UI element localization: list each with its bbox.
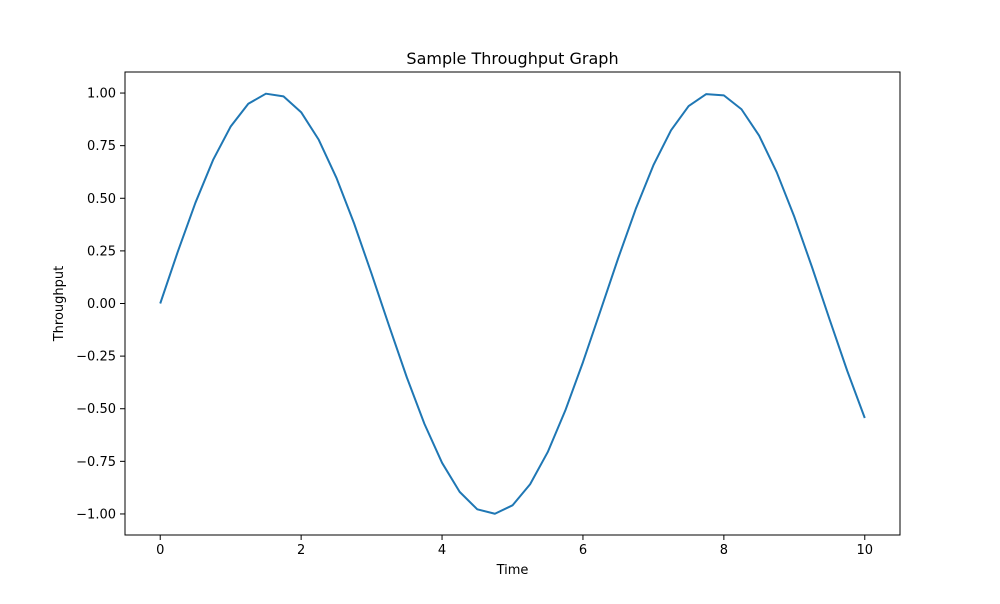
- y-tick-label: −0.50: [76, 402, 116, 417]
- y-axis-label: Throughput: [52, 266, 67, 343]
- chart-title: Sample Throughput Graph: [406, 49, 618, 68]
- x-tick-label: 6: [579, 543, 587, 558]
- axis-ticks: 0 2 4 6 8 10 −1.00 −0.75 −0.50 −0.25 0.00 0.25 0.50 0…: [76, 87, 873, 558]
- y-tick-label: 0.75: [87, 139, 116, 154]
- x-tick-label: 0: [156, 543, 164, 558]
- y-tick-label: 0.00: [87, 297, 116, 312]
- x-tick-label: 10: [856, 543, 873, 558]
- plot-frame: [124, 71, 901, 536]
- x-tick-label: 2: [297, 543, 305, 558]
- y-tick-label: 0.25: [87, 244, 116, 259]
- y-tick-label: −0.75: [76, 455, 116, 470]
- x-axis-label: Time: [496, 563, 529, 578]
- y-tick-label: 1.00: [87, 87, 116, 102]
- y-tick-label: −0.25: [76, 350, 116, 365]
- series-line: [159, 92, 866, 515]
- y-tick-label: 0.50: [87, 192, 116, 207]
- x-tick-label: 8: [720, 543, 728, 558]
- series-layer: [159, 92, 866, 515]
- x-tick-label: 4: [438, 543, 446, 558]
- y-tick-label: −1.00: [76, 507, 116, 522]
